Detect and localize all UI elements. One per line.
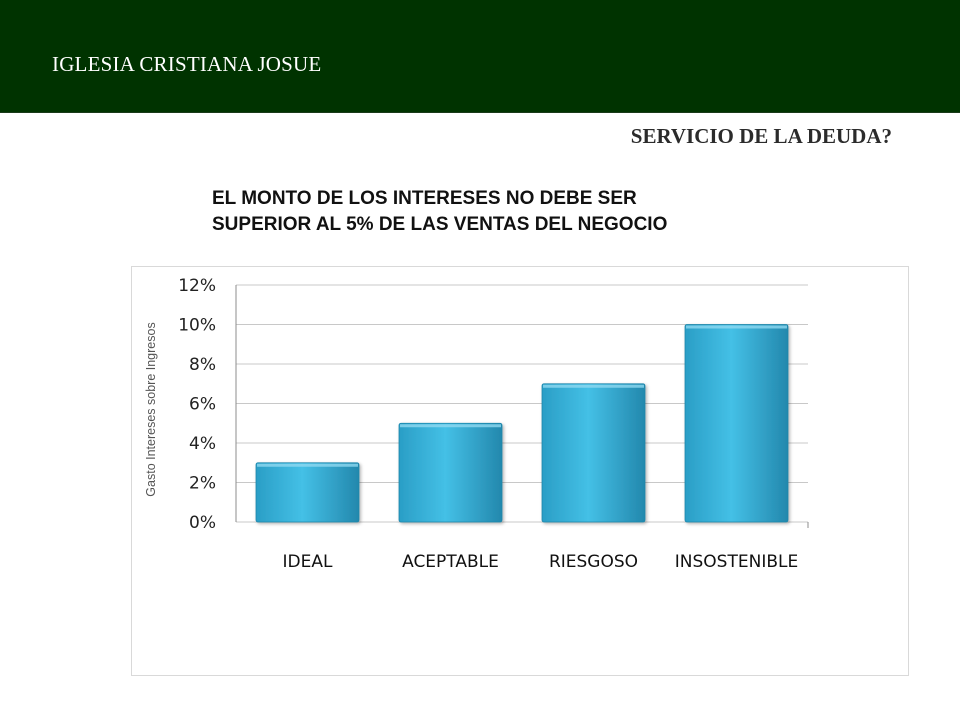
bar-insostenible (684, 324, 789, 523)
bar-riesgoso (541, 383, 646, 523)
labels-layer: 0% 2% 4% 6% 8% 10% 12% IDEAL ACEPTABLE RIESGOSO IN… (144, 276, 798, 572)
bar-highlight (400, 424, 501, 428)
subtitle: EL MONTO DE LOS INTERESES NO DEBE SER SU… (212, 186, 832, 238)
y-tick-label: 2% (189, 474, 216, 494)
y-tick-label: 8% (189, 355, 216, 375)
y-axis-label: Gasto Intereses sobre Ingresos (144, 322, 158, 496)
header-bar: IGLESIA CRISTIANA JOSUE (0, 0, 960, 113)
subtitle-line-2: SUPERIOR AL 5% DE LAS VENTAS DEL NEGOCIO (212, 214, 668, 235)
y-tick-label: 10% (178, 316, 216, 336)
bar-ideal (255, 462, 360, 523)
bar-highlight (686, 325, 787, 329)
y-tick-label: 12% (178, 276, 216, 296)
x-tick-label: RIESGOSO (549, 552, 638, 572)
x-tick-label: ACEPTABLE (402, 552, 499, 572)
bar-aceptable (398, 422, 503, 523)
header-title: IGLESIA CRISTIANA JOSUE (52, 52, 322, 76)
bar-chart: 0% 2% 4% 6% 8% 10% 12% IDEAL ACEPTABLE RIESGOSO IN… (144, 276, 809, 572)
chart-frame: 0% 2% 4% 6% 8% 10% 12% IDEAL ACEPTABLE RIESGOSO IN… (131, 266, 909, 676)
y-tick-label: 6% (189, 395, 216, 415)
bar-highlight (543, 384, 644, 388)
bars-layer (255, 324, 789, 523)
y-tick-label: 4% (189, 434, 216, 454)
bar-highlight (257, 463, 358, 467)
subtitle-line-1: EL MONTO DE LOS INTERESES NO DEBE SER (212, 188, 637, 209)
y-tick-label: 0% (189, 513, 216, 533)
section-title: SERVICIO DE LA DEUDA? (630, 124, 892, 148)
x-tick-label: IDEAL (283, 552, 333, 572)
x-tick-label: INSOSTENIBLE (675, 552, 798, 572)
